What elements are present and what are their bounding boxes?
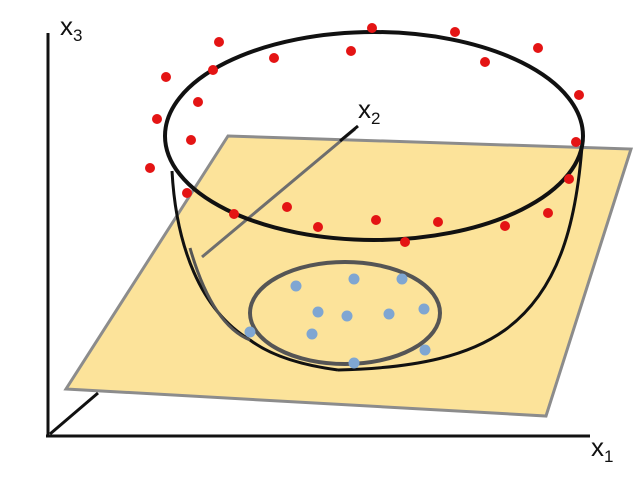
red-point	[269, 53, 279, 63]
red-point	[214, 37, 224, 47]
red-point	[229, 209, 239, 219]
red-point	[161, 72, 171, 82]
red-point	[208, 65, 218, 75]
red-point	[282, 202, 292, 212]
red-point	[313, 222, 323, 232]
red-point	[371, 215, 381, 225]
red-point	[543, 208, 553, 218]
inner-ellipse	[248, 260, 442, 366]
red-point	[500, 221, 510, 231]
red-point	[574, 90, 584, 100]
blue-point	[348, 357, 360, 369]
red-point	[367, 23, 377, 33]
blue-point	[306, 328, 318, 340]
red-point	[571, 137, 581, 147]
plane	[63, 134, 634, 418]
red-point	[346, 46, 356, 56]
red-point	[450, 27, 460, 37]
blue-point	[348, 273, 360, 285]
blue-point	[312, 306, 324, 318]
x2-axis-lower	[49, 391, 99, 436]
blue-point	[341, 310, 353, 322]
red-point	[433, 217, 443, 227]
bowl-left-lower	[188, 247, 251, 342]
blue-point	[419, 344, 431, 356]
red-point	[152, 114, 162, 124]
blue-point	[290, 280, 302, 292]
blue-point	[396, 273, 408, 285]
red-points	[145, 23, 584, 247]
red-point	[186, 135, 196, 145]
blue-point	[418, 303, 430, 315]
x2-axis-upper	[201, 127, 356, 259]
x2-axis-label: x2	[358, 94, 380, 128]
x2-axis-top	[339, 124, 359, 143]
x3-axis-label: x3	[60, 11, 82, 45]
blue-point	[244, 326, 256, 338]
x1-axis-label: x1	[591, 432, 613, 466]
bowl-right-side	[337, 130, 585, 372]
red-point	[182, 188, 192, 198]
blue-points	[244, 273, 431, 369]
red-point	[533, 43, 543, 53]
red-point	[400, 237, 410, 247]
red-point	[564, 174, 574, 184]
red-point	[480, 57, 490, 67]
blue-point	[383, 308, 395, 320]
red-point	[145, 163, 155, 173]
red-point	[193, 97, 203, 107]
